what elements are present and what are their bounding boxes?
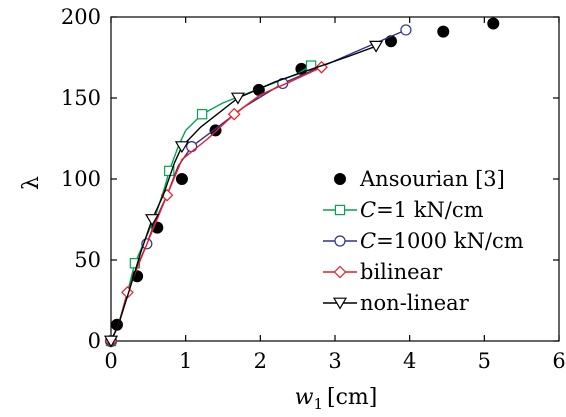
x-tick-label: 0	[104, 349, 117, 373]
series-point	[230, 92, 245, 105]
x-axis-label-var: w	[295, 385, 314, 410]
legend-label-var: C	[360, 198, 376, 222]
legend-label: C=1 kN/cm	[360, 198, 484, 222]
legend-marker	[332, 297, 348, 310]
y-tick-label: 150	[61, 86, 101, 110]
x-axis-label-sub: 1	[313, 395, 323, 413]
x-tick-label: 2	[254, 349, 267, 373]
legend-label-var: C	[360, 229, 376, 253]
series-point	[305, 60, 317, 71]
series-line	[110, 45, 377, 342]
series-point	[369, 40, 384, 53]
legend-label-text: non-linear	[360, 291, 470, 315]
y-tick-label: 50	[74, 248, 101, 272]
x-axis-label-unit: [cm]	[327, 385, 377, 410]
series-4	[103, 40, 384, 348]
legend-marker	[333, 265, 347, 279]
data-point	[175, 173, 188, 185]
legend-label: Ansourian [3]	[359, 167, 505, 191]
series-point	[186, 141, 198, 153]
legend-label-text: Ansourian [3]	[359, 167, 505, 191]
axis-ticks	[110, 16, 560, 342]
legend-label: bilinear	[360, 260, 443, 284]
x-axis-label: w1 [cm]	[295, 385, 378, 413]
series-point	[400, 24, 412, 36]
x-tick-label: 1	[179, 349, 192, 373]
series-line	[110, 66, 322, 342]
legend-item-4: non-linear	[323, 291, 470, 315]
series	[103, 17, 500, 348]
series-point	[174, 141, 189, 154]
x-tick-label: 4	[403, 349, 416, 373]
y-tick-label: 200	[61, 5, 101, 29]
series-line	[110, 65, 312, 342]
legend-marker	[334, 204, 346, 216]
data-point	[209, 124, 222, 137]
series-point	[103, 335, 119, 348]
legend-item-3: bilinear	[323, 260, 443, 284]
y-tick-label: 0	[88, 329, 101, 353]
legend-label: C=1000 kN/cm	[360, 229, 524, 253]
series-point	[227, 107, 241, 121]
legend: Ansourian [3]C=1 kN/cmC=1000 kN/cmbiline…	[323, 167, 524, 315]
tick-labels: 0 1 2 3 4 5 6 0 50 100 150 200	[61, 5, 566, 373]
y-axis-label: λ	[19, 176, 44, 190]
legend-label-text: =1 kN/cm	[376, 198, 484, 222]
legend-marker	[334, 235, 346, 247]
series-point	[196, 108, 208, 120]
legend-item-2: C=1000 kN/cm	[323, 229, 524, 253]
legend-marker	[334, 173, 346, 185]
data-point	[437, 25, 450, 38]
series-3	[104, 60, 328, 348]
legend-label-text: =1000 kN/cm	[376, 229, 524, 253]
series-point	[164, 165, 175, 177]
series-point	[145, 214, 160, 227]
series-1	[105, 60, 317, 347]
legend-item-1: C=1 kN/cm	[323, 198, 484, 222]
x-tick-label: 3	[328, 349, 341, 373]
x-tick-label: 5	[478, 349, 491, 373]
legend-label: non-linear	[360, 291, 470, 315]
legend-item-0: Ansourian [3]	[334, 167, 505, 191]
data-point	[487, 17, 500, 30]
y-tick-label: 100	[61, 167, 101, 191]
x-tick-label: 6	[552, 349, 565, 373]
legend-label-text: bilinear	[360, 260, 443, 284]
